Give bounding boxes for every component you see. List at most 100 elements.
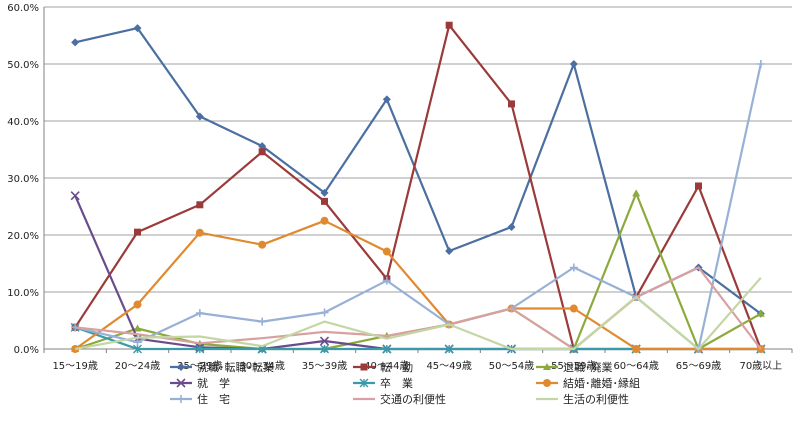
data-point bbox=[70, 191, 80, 201]
x-tick-label: 35～39歳 bbox=[302, 360, 347, 372]
data-point bbox=[569, 263, 578, 272]
series-line bbox=[74, 63, 762, 351]
data-point bbox=[382, 247, 391, 256]
series-3 bbox=[71, 189, 765, 352]
data-point bbox=[695, 182, 702, 190]
legend-label: 転 勤 bbox=[380, 361, 413, 374]
x-tick-label: 55～59歳 bbox=[551, 360, 596, 372]
axes: 0.0% 10.0% 20.0% 30.0% 40.0% 50.0% 60.0% 15～19歳… bbox=[7, 3, 793, 372]
data-point bbox=[195, 112, 204, 121]
series-line bbox=[75, 266, 762, 351]
series-layer bbox=[70, 21, 766, 354]
legend-item-2: 転 勤 bbox=[353, 361, 413, 374]
series-9 bbox=[75, 277, 762, 351]
series-line bbox=[74, 192, 762, 351]
data-point bbox=[508, 100, 515, 108]
legend-item-9: 生活の利便性 bbox=[536, 392, 629, 406]
legend-item-8: 交通の利便性 bbox=[353, 392, 446, 406]
legend-label: 卒 業 bbox=[380, 376, 413, 390]
legend-item-7: 住 宅 bbox=[170, 392, 230, 406]
y-tick-label: 20.0% bbox=[7, 231, 39, 242]
x-tick-label: 20～24歳 bbox=[115, 360, 160, 372]
series-1 bbox=[71, 24, 765, 318]
data-point bbox=[195, 344, 205, 354]
legend: 就職･転職･転業 転 勤 退職･廃業就 学 卒 業 結婚･離婚･縁組住 宅 交通の利便性 生… bbox=[170, 360, 640, 406]
data-point bbox=[71, 345, 80, 353]
y-tick-label: 10.0% bbox=[7, 288, 39, 299]
data-point bbox=[258, 148, 266, 156]
data-point bbox=[632, 345, 641, 353]
data-point bbox=[133, 338, 142, 347]
data-point bbox=[320, 188, 329, 197]
series-8 bbox=[75, 266, 762, 351]
data-point bbox=[133, 324, 142, 332]
series-line bbox=[74, 27, 762, 315]
legend-label: 交通の利便性 bbox=[380, 392, 446, 406]
data-point bbox=[444, 344, 454, 354]
y-tick-label: 60.0% bbox=[7, 3, 39, 14]
legend-label: 住 宅 bbox=[197, 392, 230, 406]
data-point bbox=[320, 308, 329, 317]
data-point bbox=[756, 309, 765, 317]
data-point bbox=[133, 300, 142, 309]
legend-label: 就 学 bbox=[197, 376, 230, 390]
x-tick-label: 45～49歳 bbox=[426, 360, 471, 372]
legend-marker bbox=[177, 395, 185, 403]
data-point bbox=[133, 344, 142, 354]
data-point bbox=[134, 228, 141, 236]
legend-marker bbox=[177, 363, 185, 371]
data-point bbox=[632, 189, 641, 197]
data-point bbox=[382, 276, 391, 285]
y-tick-label: 50.0% bbox=[7, 60, 39, 71]
legend-item-3: 退職･廃業 bbox=[536, 360, 613, 374]
legend-item-1: 就職･転職･転業 bbox=[170, 360, 274, 374]
series-line bbox=[74, 24, 762, 351]
legend-item-6: 結婚･離婚･縁組 bbox=[536, 376, 640, 390]
x-tick-label: 40～44歳 bbox=[364, 360, 409, 372]
x-tick-label: 15～19歳 bbox=[52, 360, 97, 372]
data-point bbox=[445, 246, 454, 255]
data-point bbox=[569, 60, 578, 68]
data-point bbox=[382, 95, 391, 104]
legend-label: 生活の利便性 bbox=[563, 392, 629, 406]
data-point bbox=[258, 142, 267, 151]
data-point bbox=[445, 21, 453, 29]
legend-label: 結婚･離婚･縁組 bbox=[563, 376, 640, 390]
y-tick-label: 0.0% bbox=[14, 345, 39, 356]
legend-marker bbox=[360, 363, 368, 371]
x-tick-label: 50～54歳 bbox=[489, 360, 534, 372]
y-tick-label: 40.0% bbox=[7, 117, 39, 128]
data-point bbox=[507, 223, 516, 232]
data-point bbox=[320, 344, 329, 354]
x-tick-label: 65～69歳 bbox=[676, 360, 721, 372]
x-tick-label: 60～64歳 bbox=[613, 360, 658, 372]
legend-marker bbox=[359, 378, 369, 388]
series-7 bbox=[71, 60, 765, 353]
x-tick-label: 25～29歳 bbox=[177, 360, 222, 372]
y-tick-label: 30.0% bbox=[7, 174, 39, 185]
data-point bbox=[258, 240, 267, 249]
series-line bbox=[75, 277, 762, 351]
x-tick-label: 70歳以上 bbox=[739, 360, 782, 372]
legend-marker bbox=[176, 378, 186, 388]
legend-item-4: 就 学 bbox=[170, 376, 230, 390]
x-tick-label: 30～34歳 bbox=[239, 360, 284, 372]
data-point bbox=[382, 344, 392, 354]
legend-item-5: 卒 業 bbox=[353, 376, 413, 390]
series-line bbox=[74, 195, 761, 351]
data-point bbox=[319, 336, 330, 346]
data-point bbox=[71, 38, 80, 47]
data-point bbox=[195, 228, 204, 237]
legend-label: 就職･転職･転業 bbox=[197, 360, 274, 374]
series-line bbox=[74, 219, 761, 351]
legend-marker bbox=[543, 379, 551, 387]
data-point bbox=[195, 309, 204, 318]
legend-marker bbox=[543, 363, 551, 370]
data-point bbox=[756, 60, 765, 68]
legend-label: 退職･廃業 bbox=[563, 360, 613, 374]
data-point bbox=[320, 216, 329, 225]
data-point bbox=[258, 317, 267, 326]
data-point bbox=[321, 197, 328, 205]
